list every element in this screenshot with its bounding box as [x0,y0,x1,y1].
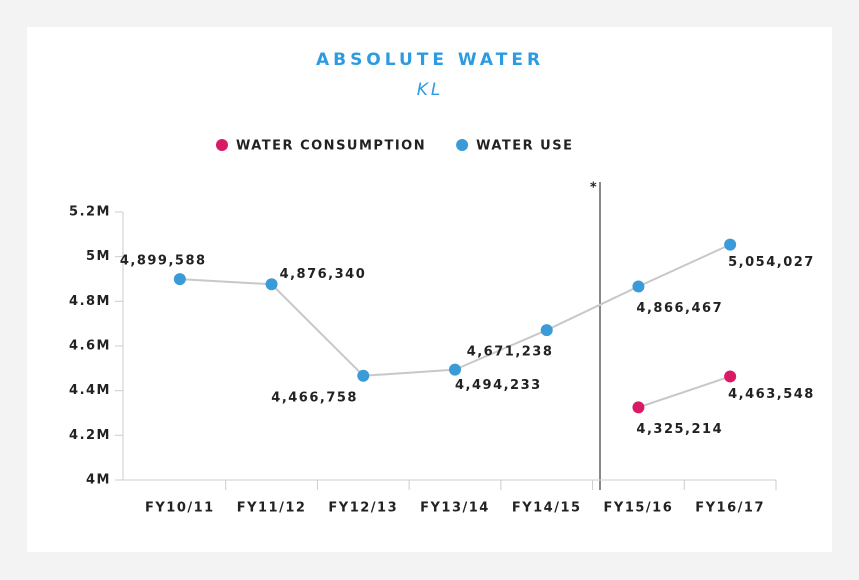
point [173,273,186,286]
legend-marker [456,139,469,151]
legend-label: WATER CONSUMPTION [236,139,426,154]
legend-label: WATER USE [476,139,573,154]
y-tick-label: 4.8M [69,294,111,309]
data-label: 4,325,214 [636,422,723,437]
point [632,401,645,414]
y-tick-label: 5.2M [69,205,111,220]
data-label: 4,466,758 [271,390,358,405]
data-label: 4,876,340 [280,267,367,282]
x-tick-label: FY13/14 [420,501,490,516]
point [540,324,553,337]
y-tick-label: 4.4M [69,383,111,398]
x-tick-label: FY14/15 [512,501,582,516]
point [265,278,278,291]
data-label: 4,494,233 [455,378,542,393]
series-line [638,375,731,409]
x-tick-label: FY15/16 [604,501,674,516]
point [724,370,737,383]
point [449,363,461,376]
chart-title: ABSOLUTE WATER [316,50,544,70]
x-tick-label: FY16/17 [695,501,765,516]
point [724,238,737,251]
chart-subtitle: KL [417,80,444,100]
data-label: 4,866,467 [636,301,723,316]
panel [27,27,832,552]
legend-marker [216,139,228,151]
y-tick-label: 4.6M [69,339,111,354]
y-tick-label: 5M [86,249,111,264]
y-tick-label: 4M [86,473,111,488]
data-label: 5,054,027 [728,255,815,270]
y-tick-label: 4.2M [69,428,111,443]
plot: 4,325,214 4,463,548 4,899,588 4,876,340 4,46… [120,238,815,437]
data-label: 4,463,548 [728,387,815,402]
x-tick-label: FY10/11 [145,501,215,516]
point [357,369,370,382]
x-tick-label: FY11/12 [237,501,307,516]
data-label: 4,899,588 [120,254,207,269]
x-tick-label: FY12/13 [328,501,398,516]
annotation: * [590,181,598,196]
data-label: 4,671,238 [467,345,554,360]
point [632,280,645,293]
